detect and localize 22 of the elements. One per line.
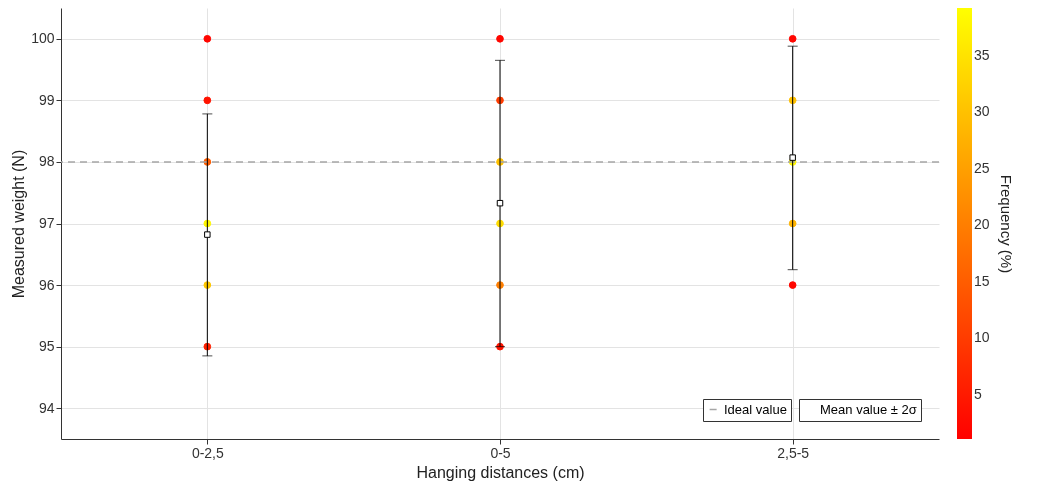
color-bar-label: 20 — [974, 216, 990, 233]
x-tick-label: 0-2,5 — [191, 444, 224, 461]
y-tick-label: 98 — [38, 153, 55, 170]
color-bar-label: 15 — [974, 272, 990, 289]
x-tick-label: 2,5-5 — [777, 444, 810, 461]
y-tick-label: 96 — [38, 276, 55, 293]
color-bar-label: 35 — [974, 46, 990, 63]
color-bar-label: 5 — [974, 385, 982, 402]
y-tick-label: 94 — [38, 399, 55, 416]
text: Mean value ± 2σ — [820, 401, 917, 417]
legend-label: Ideal value — [724, 401, 787, 417]
color-bar-title: Frequency (%) — [998, 174, 1015, 274]
color-bar-label: 30 — [974, 103, 990, 120]
x-tick-label: 0-5 — [490, 444, 511, 461]
color-bar-label: 10 — [974, 329, 990, 346]
y-tick-label: 97 — [38, 215, 55, 231]
y-axis-title: Measured weight (N) — [10, 149, 28, 299]
y-tick-label: 99 — [38, 91, 55, 108]
y-tick-label: 95 — [38, 338, 55, 355]
y-tick-label: 100 — [31, 30, 55, 47]
color-bar-label: 25 — [974, 159, 990, 176]
x-axis-title: Hanging distances (cm) — [416, 463, 585, 481]
